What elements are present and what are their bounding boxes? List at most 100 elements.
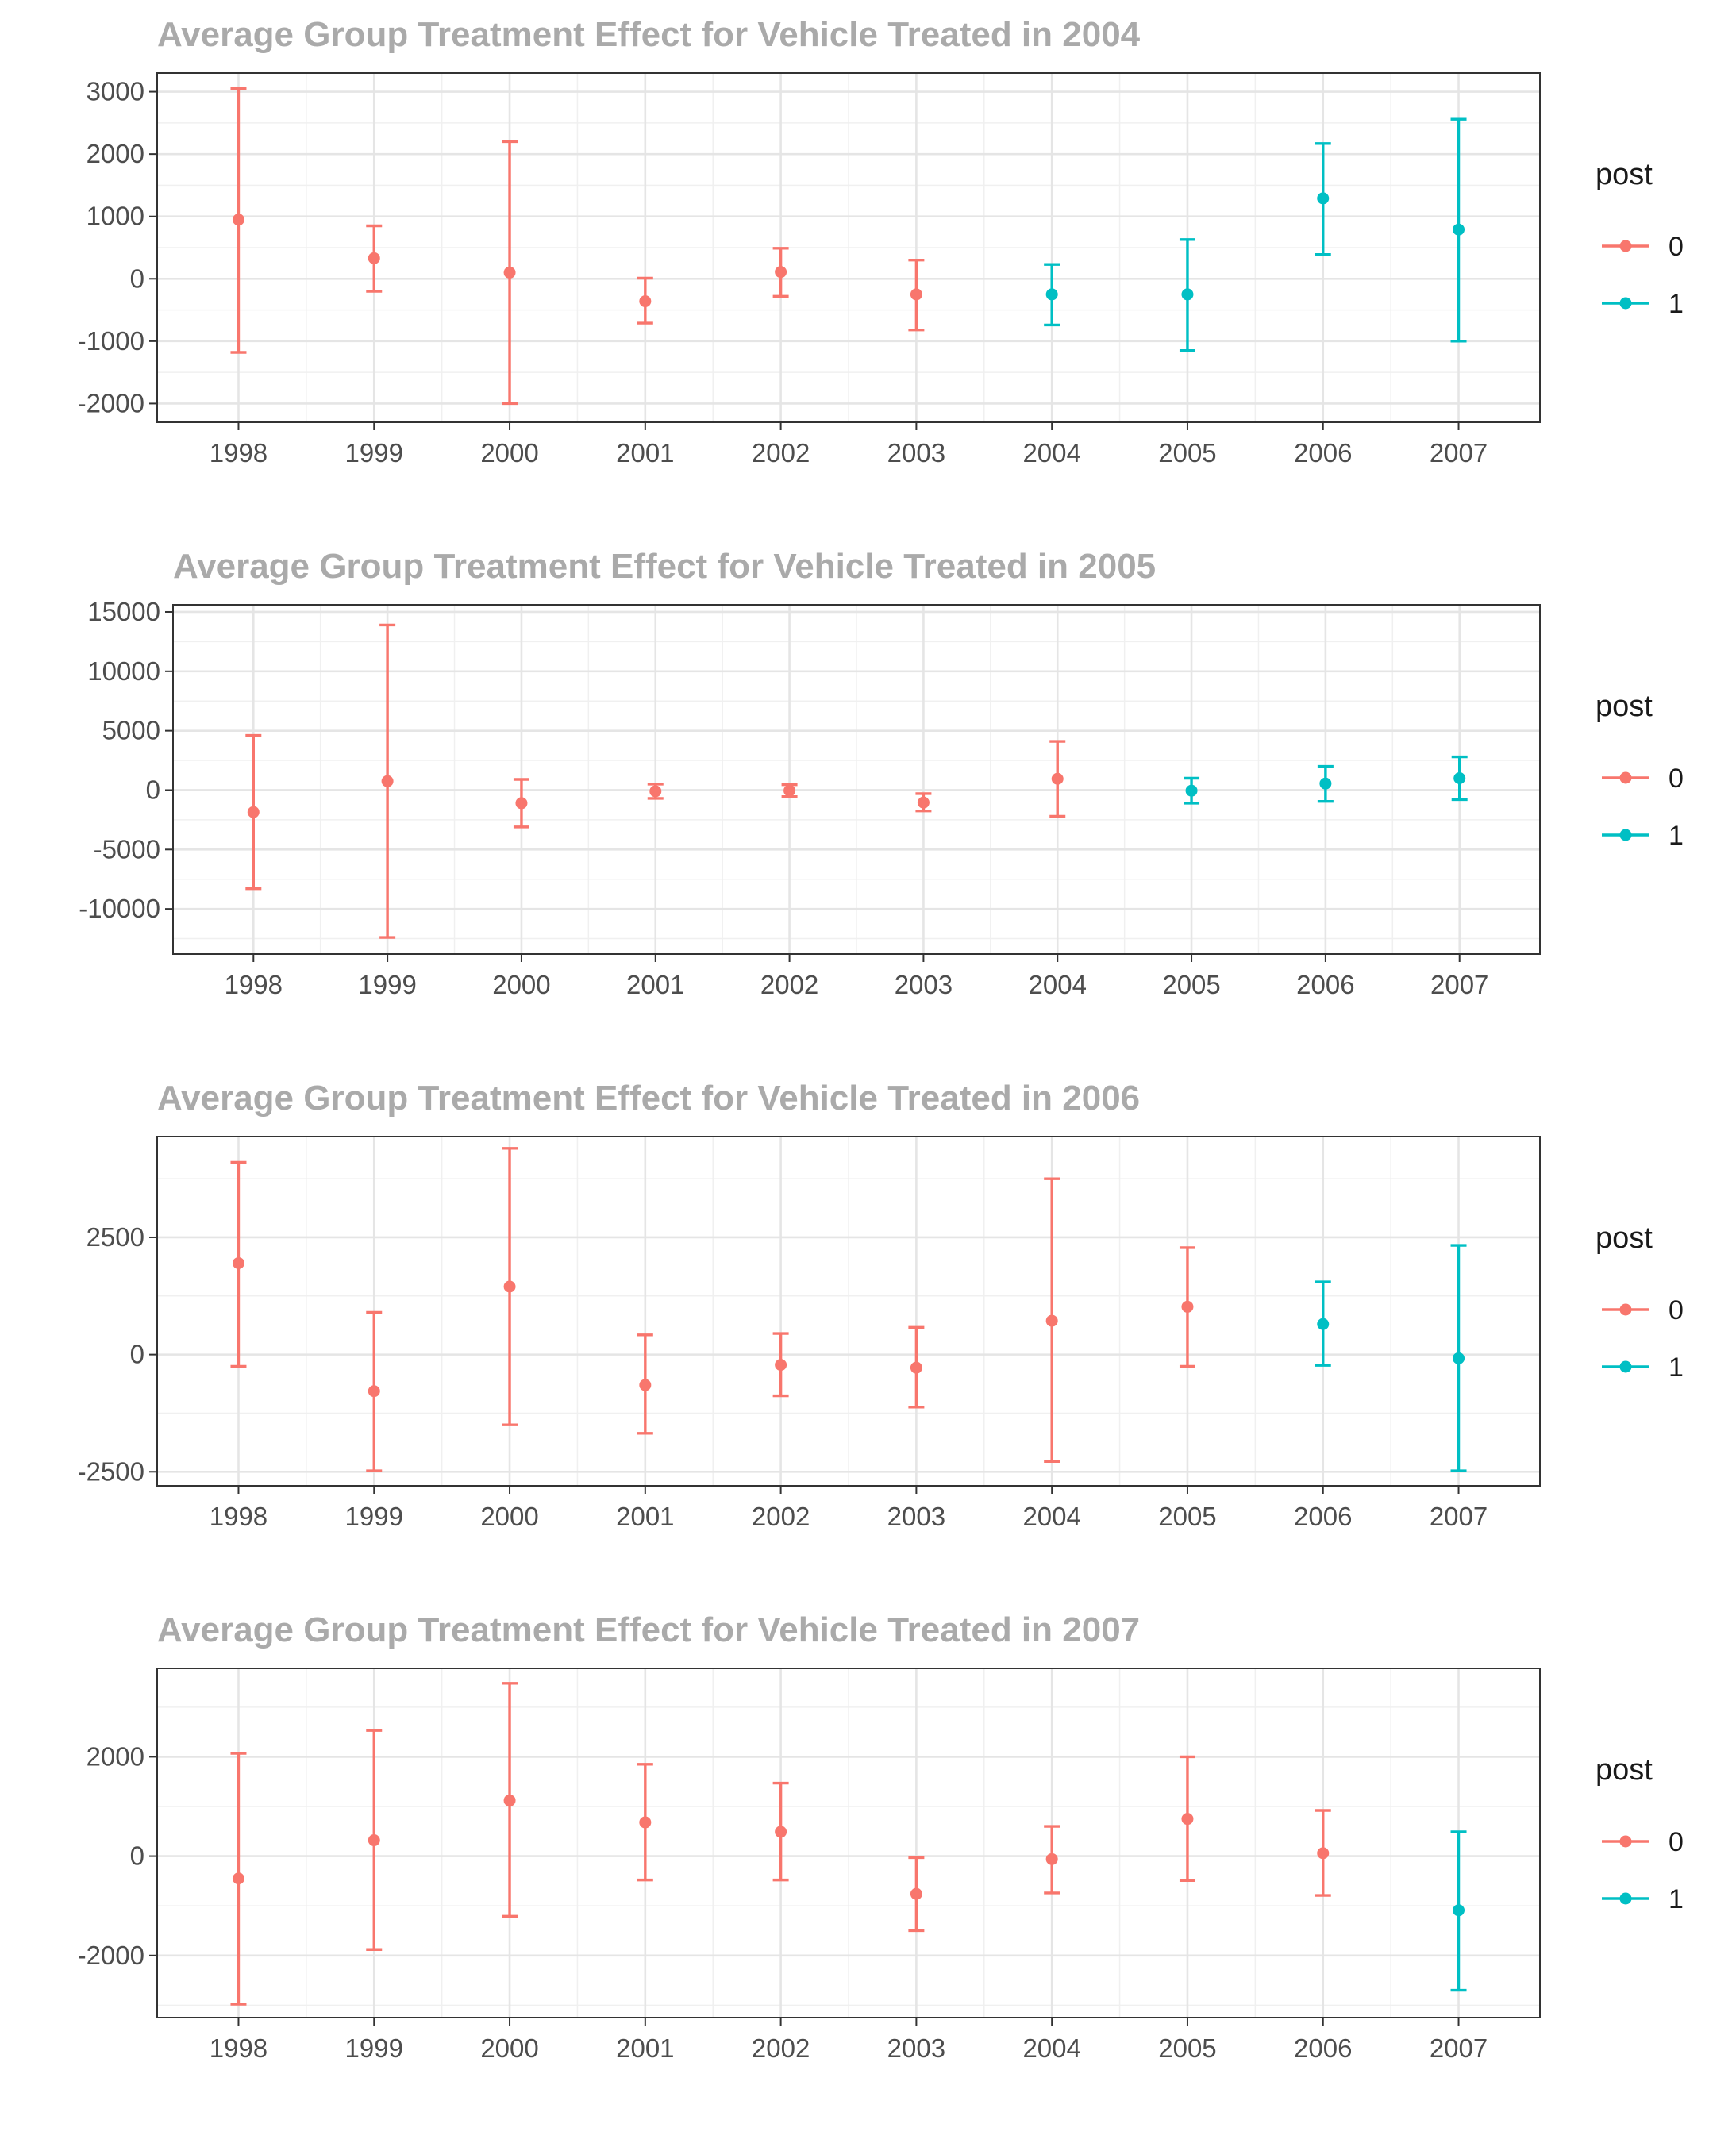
- x-tick-label: 2007: [1430, 1502, 1488, 1531]
- y-tick-label: 2500: [87, 1222, 144, 1252]
- legend-key-point: [1619, 297, 1632, 310]
- point-estimate: [1181, 1300, 1194, 1313]
- errorbar-2005: [1179, 238, 1195, 352]
- legend-item-1: 1: [1602, 1884, 1684, 1914]
- x-tick-label: 1999: [358, 970, 416, 999]
- errorbar-2003: [908, 1856, 925, 1933]
- legend-item-1: 1: [1602, 821, 1684, 851]
- errorbar-2005: [1179, 1755, 1195, 1882]
- point-estimate: [775, 1359, 787, 1372]
- errorbar-2002: [772, 1332, 789, 1398]
- legend-key-point: [1619, 1892, 1632, 1905]
- legend-key-point: [1619, 771, 1632, 784]
- legend-label: 1: [1669, 1352, 1684, 1383]
- point-estimate: [232, 1256, 244, 1269]
- y-tick-label: 10000: [87, 656, 160, 686]
- y-tick-label: 0: [130, 1841, 144, 1871]
- x-tick-label: 1998: [210, 2033, 268, 2063]
- point-estimate: [1045, 1314, 1058, 1327]
- legend-label: 0: [1669, 1295, 1684, 1325]
- point-estimate: [515, 797, 528, 810]
- point-estimate: [1319, 777, 1332, 790]
- y-tick-label: -1000: [78, 326, 144, 356]
- legend-item-1: 1: [1602, 1352, 1684, 1383]
- point-estimate: [917, 796, 930, 809]
- point-estimate: [232, 214, 244, 226]
- x-tick-label: 2006: [1296, 970, 1354, 999]
- point-estimate: [639, 295, 652, 308]
- legend-key-point: [1619, 1835, 1632, 1848]
- point-estimate: [368, 1834, 380, 1847]
- legend-title: post: [1596, 158, 1653, 191]
- errorbar-1999: [366, 1729, 383, 1951]
- x-tick-label: 2006: [1294, 438, 1352, 467]
- legend-label: 1: [1669, 821, 1684, 851]
- point-estimate: [503, 1280, 516, 1293]
- panel-border: [156, 1136, 1541, 1487]
- x-tick-label: 2007: [1430, 438, 1488, 467]
- y-tick-label: -2000: [78, 388, 144, 417]
- point-estimate: [1181, 288, 1194, 301]
- point-estimate: [1181, 1813, 1194, 1826]
- legend-item-1: 1: [1602, 289, 1684, 319]
- legend-item-0: 0: [1602, 1295, 1684, 1325]
- panel-border: [156, 72, 1541, 423]
- x-tick-label: 2002: [752, 2033, 810, 2063]
- point-estimate: [503, 266, 516, 279]
- x-tick-label: 2003: [887, 1502, 945, 1531]
- errorbar-2002: [781, 783, 798, 798]
- x-tick-label: 2005: [1158, 2033, 1216, 2063]
- point-estimate: [1051, 772, 1064, 785]
- legend: post 0 1: [1596, 690, 1684, 851]
- errorbar-2002: [772, 1781, 789, 1882]
- y-tick-label: 0: [130, 1340, 144, 1369]
- x-tick-label: 2005: [1158, 438, 1216, 467]
- point-estimate: [1453, 772, 1466, 785]
- errorbar-2000: [502, 140, 518, 406]
- point-estimate: [910, 1887, 922, 1900]
- point-estimate: [247, 806, 260, 818]
- panel-border: [156, 1668, 1541, 2018]
- y-tick-label: 0: [130, 264, 144, 293]
- point-estimate: [1045, 288, 1058, 301]
- y-tick-label: -2500: [78, 1456, 144, 1486]
- x-tick-label: 2004: [1022, 438, 1080, 467]
- errorbar-2001: [637, 1763, 653, 1882]
- errorbar-2006: [1317, 764, 1334, 803]
- x-tick-label: 2006: [1294, 1502, 1352, 1531]
- x-tick-label: 2003: [887, 438, 945, 467]
- legend-title: post: [1596, 1222, 1653, 1255]
- y-tick-label: 15000: [87, 597, 160, 626]
- errorbar-2004: [1044, 1825, 1060, 1895]
- errorbar-2005: [1184, 776, 1200, 805]
- errorbar-2006: [1315, 142, 1331, 256]
- x-tick-label: 2000: [480, 2033, 538, 2063]
- errorbar-2005: [1179, 1246, 1195, 1368]
- point-estimate: [910, 288, 922, 301]
- panel-3: Average Group Treatment Effect for Vehic…: [78, 1079, 1684, 1531]
- x-tick-label: 1998: [210, 438, 268, 467]
- errorbar-1998: [245, 733, 262, 891]
- x-tick-label: 2002: [752, 438, 810, 467]
- errorbar-2007: [1450, 117, 1467, 343]
- errorbar-2001: [647, 783, 664, 800]
- panel-1: Average Group Treatment Effect for Vehic…: [78, 15, 1684, 467]
- x-tick-label: 2001: [616, 1502, 674, 1531]
- point-estimate: [1317, 1318, 1330, 1330]
- x-tick-label: 2005: [1162, 970, 1220, 999]
- x-tick-label: 2001: [626, 970, 684, 999]
- point-estimate: [639, 1379, 652, 1391]
- legend-label: 0: [1669, 232, 1684, 262]
- errorbar-2003: [915, 792, 932, 813]
- x-tick-label: 1999: [345, 438, 403, 467]
- point-estimate: [1453, 223, 1465, 236]
- x-tick-label: 2007: [1430, 970, 1488, 999]
- legend-label: 0: [1669, 1827, 1684, 1857]
- x-tick-label: 2000: [492, 970, 550, 999]
- x-tick-label: 2006: [1294, 2033, 1352, 2063]
- y-tick-label: 2000: [87, 139, 144, 168]
- x-tick-label: 2005: [1158, 1502, 1216, 1531]
- point-estimate: [1317, 192, 1330, 205]
- legend-title: post: [1596, 690, 1653, 723]
- errorbar-2003: [908, 259, 925, 332]
